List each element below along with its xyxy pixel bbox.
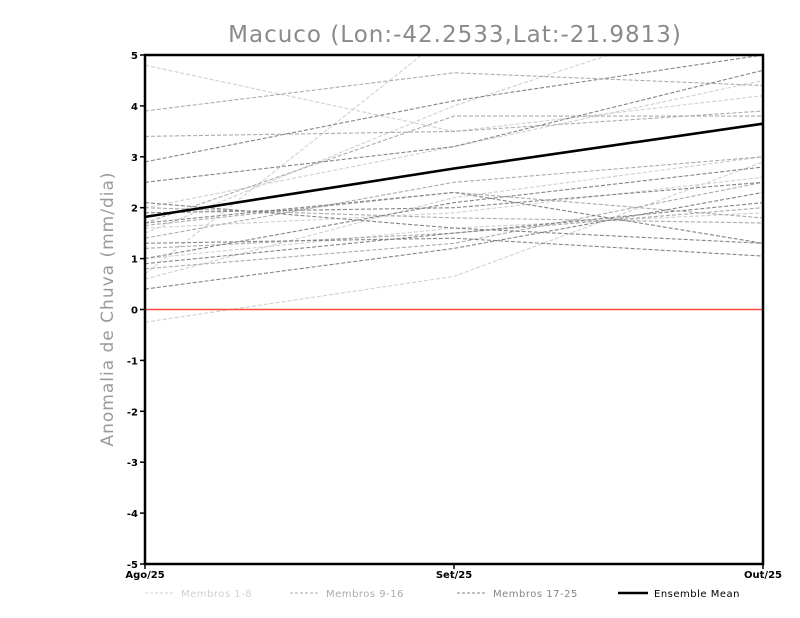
member-line-g3-7 bbox=[145, 202, 763, 265]
y-tick-label: -1 bbox=[127, 356, 138, 367]
member-line-g1-4 bbox=[145, 161, 763, 323]
y-axis-label: Anomalia de Chuva (mm/dia) bbox=[98, 171, 118, 446]
legend-label-1: Membros 1-8 bbox=[181, 589, 252, 600]
legend-label-3: Membros 17-25 bbox=[493, 589, 578, 600]
x-tick-label: Ago/25 bbox=[125, 570, 164, 581]
member-line-g3-3 bbox=[145, 191, 763, 244]
member-line-g1-5 bbox=[145, 176, 763, 229]
ensemble-mean-line bbox=[145, 122, 763, 219]
member-line-g1-2 bbox=[145, 55, 611, 234]
x-tick-label: Out/25 bbox=[744, 570, 782, 581]
chart-title: Macuco (Lon:-42.2533,Lat:-21.9813) bbox=[228, 22, 682, 48]
legend-label-4: Ensemble Mean bbox=[654, 589, 740, 600]
y-tick-label: -3 bbox=[127, 458, 138, 469]
member-line-g2-3 bbox=[145, 207, 763, 249]
member-line-g2-2 bbox=[145, 191, 763, 227]
member-line-g3-6 bbox=[145, 191, 763, 290]
member-line-g3-1 bbox=[145, 55, 763, 163]
y-tick-label: 0 bbox=[131, 306, 138, 317]
y-tick-label: -4 bbox=[127, 509, 138, 520]
member-line-g2-6 bbox=[145, 181, 763, 270]
legend-label-2: Membros 9-16 bbox=[326, 589, 404, 600]
member-line-g3-8 bbox=[145, 181, 763, 214]
member-line-g2-1 bbox=[145, 72, 763, 112]
member-line-g3-2 bbox=[145, 69, 763, 183]
y-tick-label: 5 bbox=[131, 51, 138, 62]
y-tick-label: 3 bbox=[131, 153, 138, 164]
member-line-g3-9 bbox=[145, 237, 763, 257]
y-tick-label: 2 bbox=[131, 204, 138, 215]
member-line-g1-3 bbox=[145, 156, 763, 280]
member-line-g2-8 bbox=[145, 156, 763, 239]
member-line-g1-1 bbox=[145, 64, 763, 132]
member-line-g2-7 bbox=[145, 115, 763, 224]
y-tick-label: 4 bbox=[131, 102, 138, 113]
y-tick-label: 1 bbox=[131, 255, 138, 266]
y-tick-label: -5 bbox=[127, 560, 138, 571]
member-line-g1-7 bbox=[145, 212, 763, 260]
y-tick-label: -2 bbox=[127, 407, 138, 418]
member-line-g3-5 bbox=[145, 166, 763, 260]
member-line-g2-4 bbox=[145, 110, 763, 137]
x-tick-label: Set/25 bbox=[436, 570, 472, 581]
series-group bbox=[145, 55, 763, 323]
